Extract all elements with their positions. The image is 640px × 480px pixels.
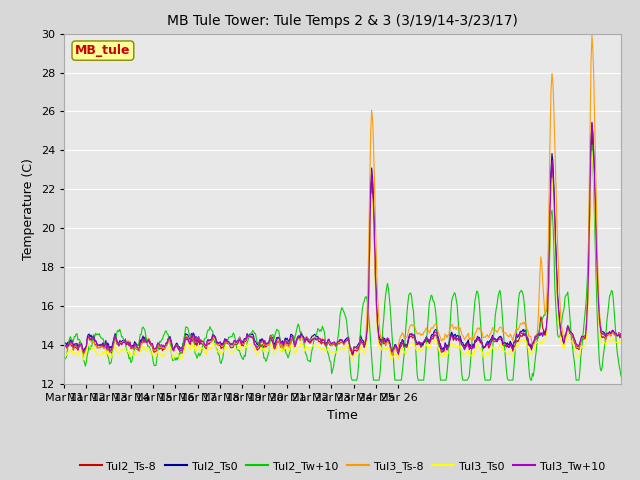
Y-axis label: Temperature (C): Temperature (C) xyxy=(22,158,35,260)
Legend: Tul2_Ts-8, Tul2_Ts0, Tul2_Tw+10, Tul3_Ts-8, Tul3_Ts0, Tul3_Tw+10: Tul2_Ts-8, Tul2_Ts0, Tul2_Tw+10, Tul3_Ts… xyxy=(75,457,610,477)
Text: MB_tule: MB_tule xyxy=(75,44,131,57)
Title: MB Tule Tower: Tule Temps 2 & 3 (3/19/14-3/23/17): MB Tule Tower: Tule Temps 2 & 3 (3/19/14… xyxy=(167,14,518,28)
X-axis label: Time: Time xyxy=(327,408,358,421)
